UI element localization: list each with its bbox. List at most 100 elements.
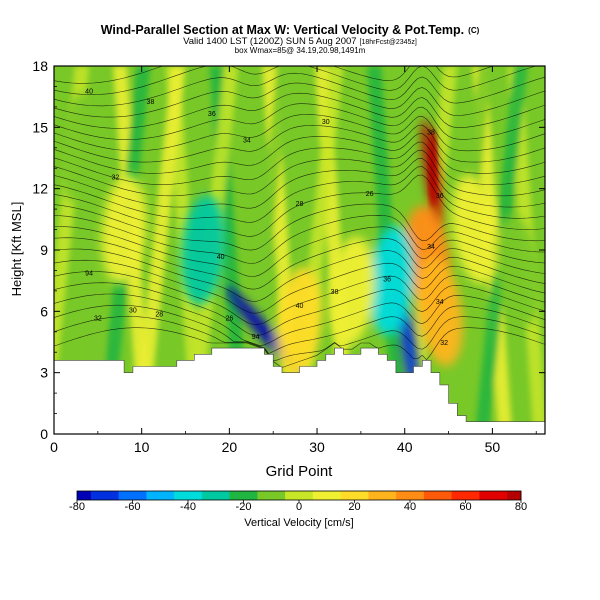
isentrope-line (54, 293, 545, 347)
colorbar-swatch (257, 491, 272, 500)
x-tick-label: 50 (485, 439, 501, 455)
colorbar-tick-label: 0 (296, 501, 302, 513)
isentrope-line (54, 149, 545, 197)
x-tick-label: 40 (397, 439, 413, 455)
field-band (238, 66, 291, 434)
contour-label: 36 (208, 111, 216, 118)
contour-label: 40 (217, 254, 225, 261)
colorbar-swatch (174, 491, 189, 500)
velocity-feature (57, 92, 103, 203)
colorbar-swatch (423, 491, 439, 500)
contour-label: 32 (94, 315, 102, 322)
isentrope-line (54, 166, 545, 223)
velocity-feature (180, 195, 226, 305)
colorbar-swatch (410, 491, 425, 500)
x-axis-label: Grid Point (266, 463, 334, 480)
x-tick-label: 30 (309, 439, 325, 455)
colorbar-swatch (118, 491, 133, 500)
colorbar-swatch (437, 491, 453, 500)
velocity-feature (416, 256, 463, 366)
contour-label: 94 (85, 270, 93, 277)
colorbar-tick-label: 80 (515, 501, 527, 513)
y-tick-label: 9 (40, 242, 48, 258)
y-tick-label: 3 (40, 365, 48, 381)
colorbar-swatch (493, 491, 508, 500)
y-tick-label: 18 (32, 58, 48, 74)
contour-label: 30 (129, 307, 137, 314)
contour-label: 36 (383, 277, 391, 284)
contour-label: 30 (322, 119, 330, 126)
updraft-core (428, 128, 437, 209)
colorbar-swatch (368, 491, 383, 500)
colorbar-swatch (188, 491, 203, 500)
colorbar-tick-label: 40 (404, 501, 416, 513)
field-features (57, 92, 542, 408)
y-tick-label: 12 (32, 181, 48, 197)
contour-label: 38 (331, 289, 339, 296)
colorbar-swatch (201, 491, 217, 500)
contour-label: 36 (436, 193, 444, 200)
contour-label: 40 (85, 89, 93, 96)
chart-title-mark: (C) (468, 26, 479, 35)
colorbar-swatch (382, 491, 397, 500)
isentrope-line (54, 92, 545, 129)
colorbar-swatch (479, 491, 494, 500)
contour-label: 32 (440, 340, 448, 347)
colorbar-label: Vertical Velocity [cm/s] (244, 517, 353, 529)
contour-label: 38 (147, 99, 155, 106)
colorbar-swatch (285, 491, 300, 500)
chart-title-main: Wind-Parallel Section at Max W: Vertical… (101, 23, 464, 37)
contour-label: 40 (296, 303, 304, 310)
isentrope-line (54, 141, 545, 185)
terrain-surface (53, 347, 546, 435)
colorbar-swatch (160, 491, 175, 500)
isentrope-line (54, 327, 545, 368)
colorbar-swatch (507, 491, 522, 500)
chart-subtitle: Valid 1400 LST (1200Z) SUN 5 Aug 2007 [18… (183, 36, 417, 47)
colorbar-tick-label: -60 (125, 501, 141, 513)
contour-label: 26 (366, 191, 374, 198)
colorbar-tick-label: -20 (236, 501, 252, 513)
colorbar-swatch (396, 491, 411, 500)
isentrope-line (54, 66, 537, 95)
velocity-feature (101, 174, 147, 285)
isentrope-line (54, 66, 494, 84)
colorbar-swatch (451, 491, 466, 500)
velocity-field (54, 66, 545, 434)
y-tick-label: 0 (40, 426, 48, 442)
chart-title: Wind-Parallel Section at Max W: Vertical… (101, 23, 480, 37)
colorbar-swatch (104, 491, 120, 500)
contour-label: 34 (427, 244, 435, 251)
contour-label: 34 (243, 138, 251, 145)
colorbar-swatch (326, 491, 342, 500)
colorbar-tick-label: -80 (69, 501, 85, 513)
colorbar-swatch (354, 491, 369, 500)
isentrope-line (54, 158, 545, 209)
isentrope-line (54, 133, 545, 174)
colorbar-tick-label: 60 (459, 501, 471, 513)
colorbar-swatch (215, 491, 231, 500)
x-tick-label: 10 (134, 439, 150, 455)
colorbar-tick-label: -40 (180, 501, 196, 513)
chart-subtitle-2: box Wmax=85@ 34.19,20.98,1491m (235, 46, 366, 55)
contour-label: 28 (155, 311, 163, 318)
isentrope-line (54, 124, 545, 163)
colorbar-swatch (146, 491, 161, 500)
isentrope-line (54, 114, 545, 152)
colorbar-swatch (465, 491, 480, 500)
x-tick-label: 0 (50, 439, 58, 455)
colorbar-swatch (90, 491, 106, 500)
isentrope-line (54, 203, 545, 251)
isentrope-line (54, 214, 545, 264)
colorbar-swatch (340, 491, 355, 500)
contour-label: 32 (111, 174, 119, 181)
contour-label: 28 (296, 201, 304, 208)
colorbar-swatch (229, 491, 244, 500)
contour-label: 94 (252, 334, 260, 341)
colorbar: -80 -60 -40 -20 0 20 40 60 80 (69, 490, 527, 513)
isentrope-line (54, 248, 545, 302)
x-tick-label: 20 (222, 439, 238, 455)
y-tick-label: 15 (32, 119, 48, 135)
terrain (53, 347, 546, 435)
